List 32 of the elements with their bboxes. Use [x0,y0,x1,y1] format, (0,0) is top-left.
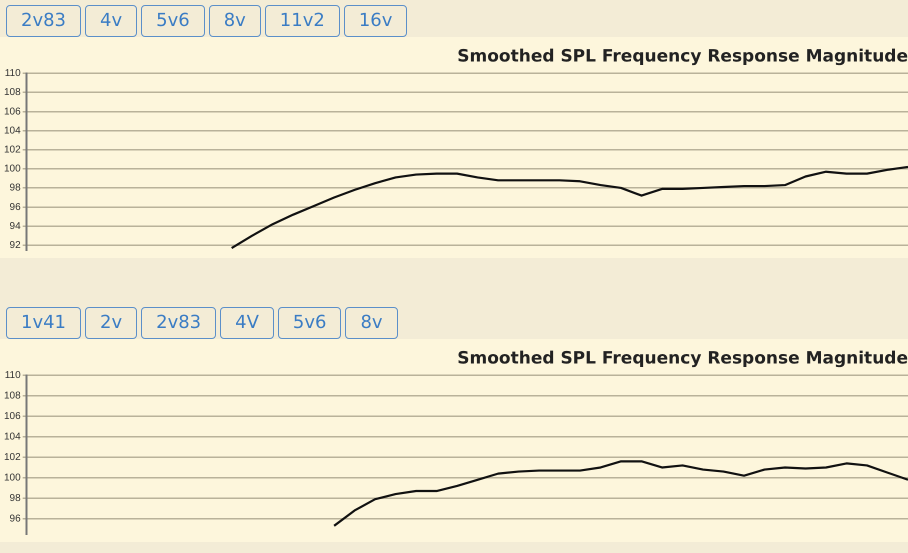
text: 8v [345,307,398,339]
chart-title: Smoothed SPL Frequency Response Magnitude [457,348,908,369]
text: 8v [208,5,261,37]
y-tick-label: 104 [4,432,22,443]
text: 2v83 [6,5,82,37]
y-tick-label: 106 [4,411,22,422]
text: 4v [85,5,138,37]
y-tick-label: 94 [10,220,22,232]
y-tick-label: 96 [10,513,22,524]
y-tick-label: 108 [4,87,22,98]
y-tick-label: 100 [4,472,22,484]
y-tick-label: 100 [4,164,22,175]
y-tick-label: 92 [10,240,22,251]
text: 4V [220,307,274,339]
y-tick-label: 102 [4,144,22,156]
text: 2v83 [141,307,216,339]
y-tick-label: 98 [10,182,22,194]
text: 5v6 [141,5,205,37]
y-tick-label: 98 [10,492,22,504]
text: 2v [85,307,138,339]
text: 11v2 [264,5,340,37]
y-tick-label: 110 [4,370,22,382]
y-tick-label: 106 [4,106,22,118]
y-tick-label: 102 [4,452,22,464]
chart-title: Smoothed SPL Frequency Response Magnitude [457,46,908,67]
text: 1v41 [6,307,82,339]
y-tick-label: 104 [4,125,22,136]
text: 16v [344,5,408,37]
y-tick-label: 108 [4,390,22,402]
y-tick-label: 110 [4,68,22,80]
y-tick-label: 96 [10,202,22,213]
text: 5v6 [278,307,342,339]
